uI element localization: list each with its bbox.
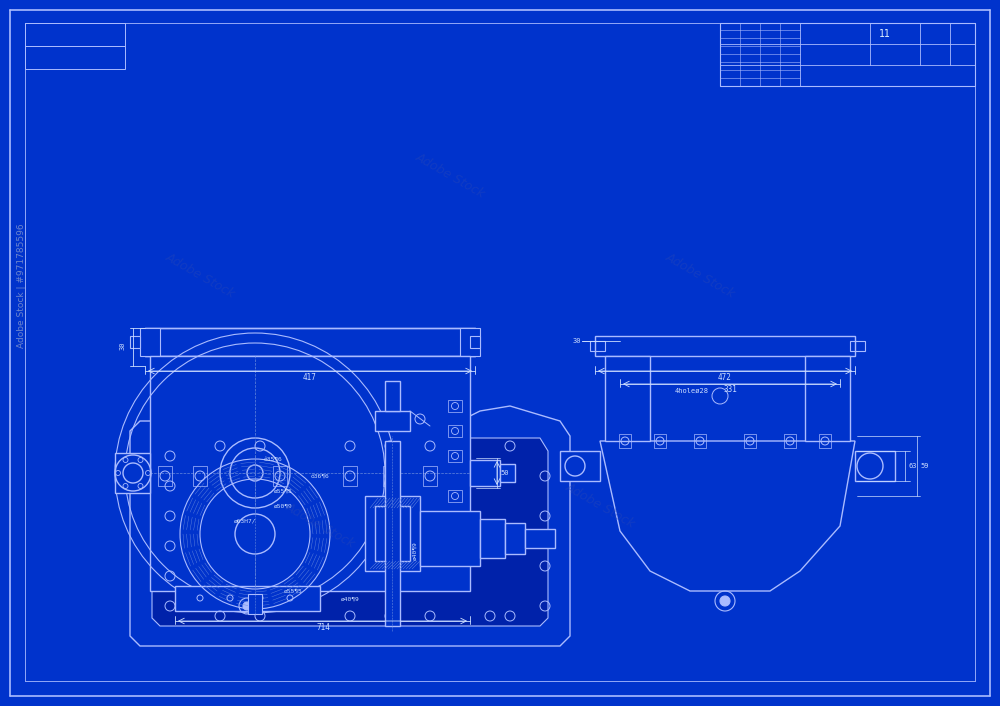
Text: ø63H7/: ø63H7/ [234,518,256,524]
Text: Adobe Stock: Adobe Stock [163,251,237,301]
Text: 472: 472 [718,373,732,381]
Text: Adobe Stock | #971785596: Adobe Stock | #971785596 [17,224,27,348]
Text: ø50¶9: ø50¶9 [274,503,292,508]
Bar [805,356,850,441]
Circle shape [720,596,730,606]
Bar [448,515,462,527]
Bar [460,328,480,356]
Text: Adobe Stock: Adobe Stock [413,151,487,201]
Bar [383,466,397,486]
Bar [784,434,796,448]
Bar [375,506,410,561]
Text: 4holeø28: 4holeø28 [675,388,709,394]
Polygon shape [130,406,570,646]
Text: Adobe Stock: Adobe Stock [283,501,357,551]
Bar [560,451,600,481]
Bar [595,336,855,356]
Polygon shape [600,441,855,591]
Bar [694,434,706,448]
Bar [420,511,480,566]
Bar [819,434,831,448]
Text: ø40¶9: ø40¶9 [413,542,418,561]
Bar [248,594,262,614]
Text: ø55¶5: ø55¶5 [274,489,292,493]
Text: ô35¶6: ô35¶6 [264,457,282,462]
Text: ø55¶5: ø55¶5 [284,589,302,594]
Circle shape [243,602,251,610]
Bar [480,519,505,558]
Bar [25,23,125,46]
Bar [850,341,865,351]
Bar [25,46,125,69]
Text: 714: 714 [316,623,330,631]
Bar [525,529,555,548]
Polygon shape [152,438,548,626]
Bar [448,540,462,552]
Bar [385,441,400,626]
Bar [140,328,160,356]
Text: ô36¶6: ô36¶6 [311,474,329,479]
Text: 63: 63 [909,463,917,469]
Bar [385,381,400,411]
Bar [448,450,462,462]
Text: 11: 11 [879,29,891,39]
Bar [145,328,475,356]
Text: Adobe Stock: Adobe Stock [663,251,737,301]
Polygon shape [370,426,470,591]
Bar [470,460,500,486]
Bar [273,466,287,486]
Bar [470,336,480,348]
Bar [448,425,462,437]
Bar [175,586,320,611]
Bar [744,434,756,448]
Bar [619,434,631,448]
Bar [500,464,515,482]
Bar [590,341,605,351]
Text: 331: 331 [723,385,737,395]
Bar [115,453,150,493]
Text: ø40¶9: ø40¶9 [341,597,359,602]
Bar [375,411,410,431]
Text: 30: 30 [573,338,581,344]
Circle shape [235,514,275,554]
Bar [365,496,420,571]
Bar [150,356,470,591]
Text: 50: 50 [501,470,509,476]
Bar [423,466,437,486]
Bar [158,466,172,486]
Bar [605,356,650,441]
Text: Adobe Stock: Adobe Stock [563,481,637,531]
Bar [193,466,207,486]
Text: 30: 30 [120,342,126,350]
Bar [505,523,525,554]
Bar [855,451,895,481]
Bar [654,434,666,448]
Bar [720,23,975,86]
Bar [343,466,357,486]
Text: 417: 417 [303,373,317,381]
Bar [448,400,462,412]
Bar [130,336,140,348]
Bar [448,490,462,502]
Text: 59: 59 [921,463,929,469]
